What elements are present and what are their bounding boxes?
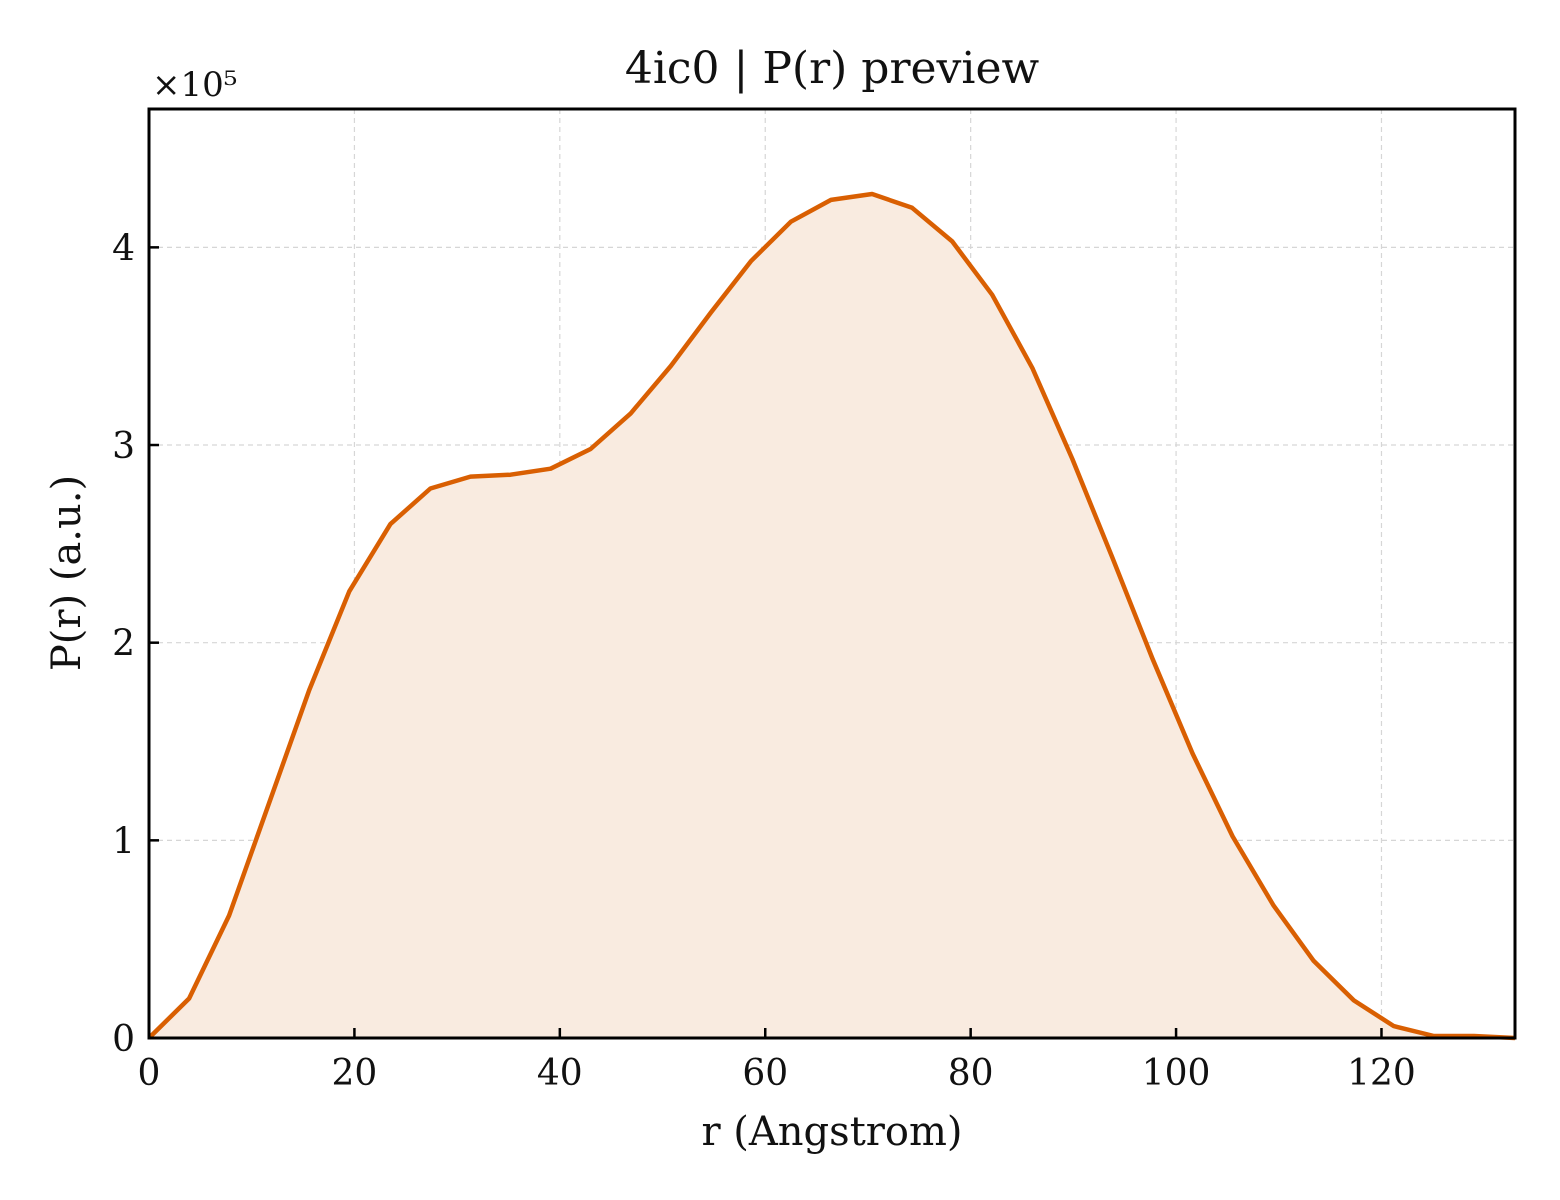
x-tick-label: 80 bbox=[948, 1053, 994, 1094]
pr-area-fill bbox=[149, 194, 1515, 1038]
x-tick-label: 40 bbox=[537, 1053, 583, 1094]
y-tick-label: 2 bbox=[112, 624, 135, 665]
y-axis-label: P(r) (a.u.) bbox=[44, 475, 90, 671]
y-tick-label: 4 bbox=[112, 228, 135, 269]
x-tick-label: 120 bbox=[1347, 1053, 1416, 1094]
x-tick-label: 0 bbox=[138, 1053, 161, 1094]
axis-ticks: 0 20 40 60 80 100 120 0 1 2 3 4 bbox=[112, 228, 1416, 1094]
y-tick-label: 3 bbox=[112, 426, 135, 467]
y-tick-label: 0 bbox=[112, 1019, 135, 1060]
x-tick-label: 60 bbox=[742, 1053, 788, 1094]
plot-frame bbox=[147, 107, 1517, 1040]
y-axis-multiplier: ×10⁵ bbox=[152, 65, 237, 105]
x-tick-label: 100 bbox=[1142, 1053, 1211, 1094]
y-tick-label: 1 bbox=[112, 821, 135, 862]
x-tick-label: 20 bbox=[332, 1053, 378, 1094]
x-axis-label: r (Angstrom) bbox=[701, 1109, 962, 1155]
chart-title: 4ic0 | P(r) preview bbox=[625, 43, 1040, 94]
